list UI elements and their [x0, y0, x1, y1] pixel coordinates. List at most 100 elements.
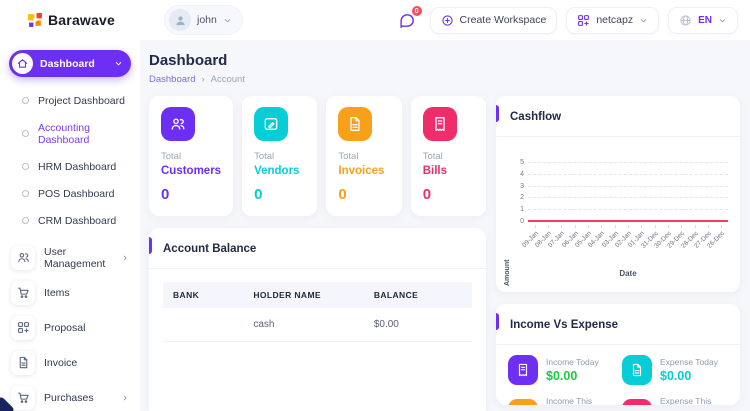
- x-tick: 30-Dec: [653, 225, 674, 259]
- right-column: Cashflow Amount 5: [496, 96, 740, 405]
- x-tick: 08-Jan: [534, 225, 554, 259]
- sidebar-sub-item-label: HRM Dashboard: [38, 160, 117, 173]
- app-logo[interactable]: Barawave: [28, 12, 146, 28]
- tile-label: Expense This Month: [660, 396, 712, 405]
- sidebar-menu-item[interactable]: Invoice: [9, 345, 131, 380]
- column-header-bank[interactable]: BANK: [173, 290, 200, 300]
- sidebar: Dashboard Project Dashboard Accounting D…: [0, 40, 140, 411]
- gridline-row: 4: [512, 171, 728, 178]
- tile-value: $0.00: [660, 369, 692, 383]
- sidebar-sub-item-label: CRM Dashboard: [38, 214, 117, 227]
- x-tick: 02-Jan: [614, 225, 634, 259]
- x-tick: 04-Jan: [587, 225, 608, 259]
- gridline-row: 1: [512, 206, 728, 213]
- stat-icon: [161, 107, 195, 141]
- home-icon: [12, 53, 33, 74]
- notifications-button[interactable]: 0: [395, 5, 423, 33]
- globe-icon: [679, 14, 692, 27]
- stat-icon: [422, 107, 457, 141]
- page-title: Dashboard: [149, 52, 228, 69]
- income-expense-tile[interactable]: Expense This Month $0.00: [622, 396, 728, 405]
- sidebar-menu-item-label: Items: [44, 286, 70, 299]
- header-actions: 0 Create Workspace netcapz EN: [395, 5, 738, 34]
- menu-item-icon: [11, 385, 35, 410]
- create-workspace-button[interactable]: Create Workspace: [429, 6, 558, 34]
- create-workspace-label: Create Workspace: [459, 14, 547, 26]
- gridline: [528, 197, 728, 199]
- notification-badge: 0: [410, 5, 423, 17]
- user-name: john: [197, 14, 217, 26]
- main-content: Dashboard Dashboard › Account Total Cust…: [140, 40, 750, 411]
- workspace-selector[interactable]: netcapz: [566, 6, 660, 34]
- income-expense-tile[interactable]: Income This Month $0.00: [508, 396, 614, 405]
- sidebar-sub-item-label: Accounting Dashboard: [38, 121, 90, 146]
- stat-icon: [338, 107, 373, 141]
- breadcrumb-separator: ›: [201, 74, 205, 85]
- stat-prefix: Total: [338, 151, 359, 162]
- sidebar-sub-item-label: POS Dashboard: [38, 187, 115, 200]
- stat-card[interactable]: Total Customers 0: [149, 96, 234, 216]
- x-tick: 28-Dec: [680, 225, 701, 259]
- sidebar-menu-list: User Management Items Proposal: [9, 240, 131, 411]
- left-column: Total Customers 0 Total Vendors 0: [149, 96, 486, 411]
- sidebar-active-label: Dashboard: [40, 57, 95, 70]
- bullet-icon: [22, 97, 29, 104]
- income-expense-tile[interactable]: Expense Today $0.00: [622, 355, 728, 385]
- top-header: Barawave john 0 Create Workspace netcapz: [0, 0, 750, 40]
- breadcrumb: Dashboard › Account: [149, 74, 740, 85]
- sidebar-sub-item[interactable]: Project Dashboard: [9, 87, 131, 114]
- gridline-row: 5: [512, 159, 728, 166]
- table-row[interactable]: cash $0.00: [163, 308, 472, 342]
- tile-icon: [622, 399, 652, 405]
- x-tick: 29-Dec: [666, 225, 688, 259]
- stat-card[interactable]: Total Invoices 0: [326, 96, 402, 216]
- tile-label: Expense Today: [660, 357, 718, 367]
- stat-label: Customers: [161, 165, 222, 177]
- tile-label: Income Today: [546, 357, 599, 367]
- tile-icon: [508, 355, 538, 385]
- menu-item-icon: [11, 245, 35, 270]
- plot-area: 5 4: [512, 159, 728, 286]
- stat-value: 0: [338, 186, 347, 203]
- menu-item-icon: [11, 350, 35, 375]
- stat-card[interactable]: Total Vendors 0: [242, 96, 318, 216]
- income-expense-tile[interactable]: Income Today $0.00: [508, 355, 614, 385]
- sidebar-sub-item[interactable]: HRM Dashboard: [9, 153, 131, 180]
- cashflow-header: Cashflow: [496, 96, 740, 137]
- sidebar-sub-item-label: Project Dashboard: [38, 94, 125, 107]
- chevron-down-icon: [223, 16, 232, 25]
- column-header-balance[interactable]: BALANCE: [373, 290, 419, 300]
- breadcrumb-dashboard-link[interactable]: Dashboard: [149, 74, 196, 85]
- cashflow-chart[interactable]: Amount 5: [496, 137, 740, 292]
- stat-label: Bills: [422, 165, 447, 177]
- sidebar-menu-item-label: Purchases: [44, 391, 94, 404]
- sidebar-menu-item[interactable]: Items: [9, 275, 131, 310]
- sidebar-menu-item[interactable]: User Management: [9, 240, 131, 275]
- sidebar-sub-item[interactable]: POS Dashboard: [9, 180, 131, 207]
- gridline: [528, 173, 728, 175]
- sidebar-sub-item[interactable]: CRM Dashboard: [9, 207, 131, 234]
- sidebar-menu-item[interactable]: Proposal: [9, 310, 131, 345]
- bullet-icon: [22, 190, 29, 197]
- balance-table-header-row: BANK HOLDER NAME BALANCE: [163, 282, 472, 308]
- gridline-row: 2: [512, 194, 728, 201]
- chevron-down-icon: [718, 16, 727, 25]
- stat-prefix: Total: [422, 151, 443, 162]
- stat-card[interactable]: Total Bills 0: [410, 96, 486, 216]
- gridline-row: 0: [512, 218, 728, 225]
- column-header-holder-name[interactable]: HOLDER NAME: [253, 290, 322, 300]
- sidebar-sub-item[interactable]: Accounting Dashboard: [9, 114, 131, 153]
- chevron-down-icon: [114, 59, 123, 68]
- sidebar-menu-item-label: User Management: [44, 245, 106, 270]
- language-selector[interactable]: EN: [668, 6, 738, 34]
- sidebar-menu-item-label: Proposal: [44, 321, 86, 334]
- gridline: [528, 185, 728, 187]
- cashflow-card: Cashflow Amount 5: [496, 96, 740, 292]
- y-tick-label: 0: [520, 217, 524, 225]
- sidebar-item-dashboard[interactable]: Dashboard: [9, 50, 131, 77]
- user-menu[interactable]: john: [164, 5, 243, 35]
- sidebar-menu-item[interactable]: Purchases: [9, 380, 131, 411]
- stat-prefix: Total: [254, 151, 275, 162]
- workspace-name: netcapz: [596, 14, 634, 26]
